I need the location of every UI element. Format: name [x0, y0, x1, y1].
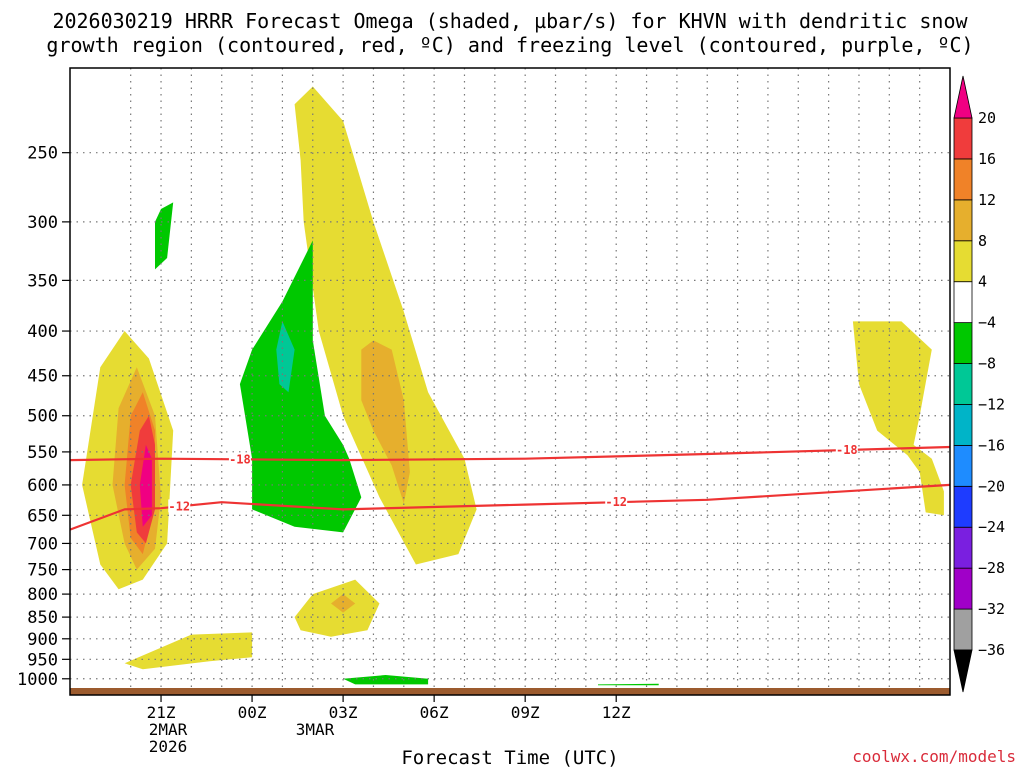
contour-label-bg: [605, 495, 628, 509]
omega-region-surface-sink-green: [343, 675, 429, 685]
contour-label-bg: [228, 452, 251, 466]
omega-region-low-plume-gold: [331, 594, 356, 613]
colorbar-segment--12: [953, 363, 973, 405]
colorbar-label-12: 12: [978, 191, 996, 209]
colorbar-label-16: 16: [978, 150, 996, 168]
ytick-label-750: 750: [27, 561, 58, 581]
ytick-label-450: 450: [27, 367, 58, 387]
ytick-label-400: 400: [27, 322, 58, 342]
y-axis-ticks: 2503003504004505005506006507007508008509…: [17, 144, 70, 690]
ytick-label-1000: 1000: [17, 670, 58, 690]
chart-title-line2: growth region (contoured, red, ºC) and f…: [46, 33, 973, 57]
ytick-label-500: 500: [27, 407, 58, 427]
date-label-2mar: 2MAR: [149, 720, 188, 739]
ytick-label-650: 650: [27, 506, 58, 526]
omega-region-near-surface-yellow: [124, 632, 253, 670]
colorbar-label--12: −12: [978, 395, 1005, 413]
colorbar-segment--32: [953, 567, 973, 610]
colorbar-segment--16: [953, 404, 973, 446]
colorbar-segment--4: [953, 281, 973, 324]
contour-label-dgz-minus-12: -12: [605, 495, 627, 509]
colorbar-label--32: −32: [978, 600, 1005, 618]
colorbar-label--28: −28: [978, 559, 1005, 577]
colorbar-segment--24: [953, 485, 973, 528]
colorbar-segment--28: [953, 526, 973, 569]
omega-region-surface-sink-sliver: [598, 683, 659, 686]
date-label-3mar: 3MAR: [296, 720, 335, 739]
colorbar-label-20: 20: [978, 109, 996, 127]
ytick-label-250: 250: [27, 144, 58, 164]
ytick-label-800: 800: [27, 585, 58, 605]
credit-text: coolwx.com/models: [852, 747, 1016, 766]
ytick-label-550: 550: [27, 443, 58, 463]
colorbar: −36 −32 −28 −24 −20 −16 −12 −8 −4 4 8 12 16 20: [953, 75, 1005, 693]
omega-region-low-plume-yellow: [294, 579, 380, 637]
colorbar-min-arrow: [953, 649, 973, 693]
plot-area: -18 -18 -12 -12: [69, 67, 951, 696]
colorbar-label--8: −8: [978, 355, 996, 373]
ground-surface-bar: [70, 688, 950, 695]
ytick-label-600: 600: [27, 476, 58, 496]
x-axis-ticks: 21Z 00Z 03Z 06Z 09Z 12Z: [147, 695, 631, 722]
ytick-label-300: 300: [27, 213, 58, 233]
xtick-label-03Z: 03Z: [329, 703, 358, 722]
omega-region-upper-sink-green: [155, 202, 174, 270]
contour-label-dgz-minus-18: -18: [836, 443, 858, 457]
colorbar-label--36: −36: [978, 641, 1005, 659]
xtick-label-12Z: 12Z: [602, 703, 631, 722]
omega-region-mid-sink-teal: [276, 321, 295, 393]
colorbar-segment--20: [953, 444, 973, 487]
chart-title-line1: 2026030219 HRRR Forecast Omega (shaded, …: [52, 9, 968, 33]
x-axis-title: Forecast Time (UTC): [401, 747, 618, 768]
ytick-label-850: 850: [27, 608, 58, 628]
colorbar-max-arrow: [953, 75, 973, 119]
colorbar-label-8: 8: [978, 232, 987, 250]
contour-dgz-minus-12: [69, 483, 951, 531]
ytick-label-900: 900: [27, 630, 58, 650]
colorbar-segment-4: [953, 240, 973, 283]
xtick-label-09Z: 09Z: [511, 703, 540, 722]
omega-region-main-plume-yellow: [294, 86, 477, 565]
contour-dgz-minus-18: [69, 445, 951, 462]
date-label-2026: 2026: [149, 737, 188, 756]
xtick-label-06Z: 06Z: [420, 703, 449, 722]
colorbar-segment-8: [953, 199, 973, 242]
xtick-label-21Z: 21Z: [147, 703, 176, 722]
colorbar-label--24: −24: [978, 518, 1005, 536]
omega-region-rising-core-magenta: [139, 444, 152, 527]
colorbar-label--20: −20: [978, 477, 1005, 495]
contour-label-bg: [835, 443, 858, 457]
colorbar-label-4: 4: [978, 273, 987, 291]
contour-label-dgz-minus-18: -18: [229, 452, 251, 466]
colorbar-segment--36: [953, 608, 973, 651]
colorbar-segment--8: [953, 322, 973, 364]
plot-background: [70, 68, 950, 690]
contour-label-bg: [168, 499, 191, 513]
temperature-contours: -18 -18 -12 -12: [69, 443, 951, 531]
colorbar-segment-16: [953, 117, 973, 160]
ytick-label-350: 350: [27, 271, 58, 291]
colorbar-segment-12: [953, 158, 973, 201]
plot-border: [69, 67, 951, 696]
colorbar-label--4: −4: [978, 314, 996, 332]
contour-label-dgz-minus-12: -12: [168, 499, 190, 513]
xtick-label-00Z: 00Z: [238, 703, 267, 722]
ytick-label-700: 700: [27, 534, 58, 554]
colorbar-label--16: −16: [978, 436, 1005, 454]
omega-region-late-plume-yellow: [852, 321, 944, 516]
ytick-label-950: 950: [27, 650, 58, 670]
